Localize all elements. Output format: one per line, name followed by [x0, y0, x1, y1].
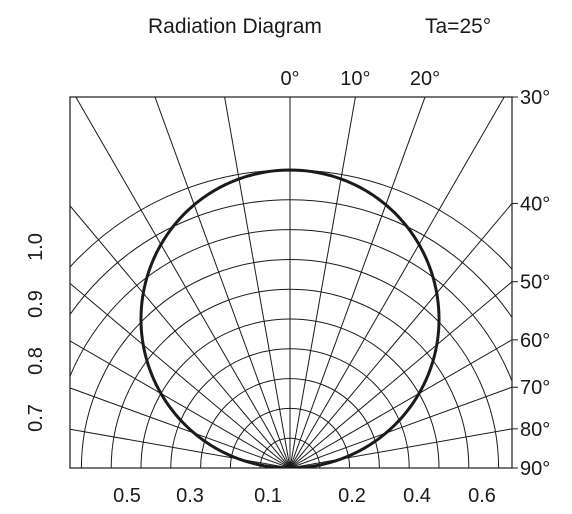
arc-5	[140, 318, 440, 468]
radial-line-10	[289, 97, 356, 468]
arc-1	[259, 437, 321, 468]
right-angle-label: 80°	[520, 419, 550, 441]
bottom-scale-label: 0.4	[403, 485, 431, 507]
right-angle-label: 90°	[520, 458, 550, 480]
radial-line-30	[289, 97, 505, 468]
plot-frame	[69, 96, 513, 469]
right-angle-label: 70°	[520, 377, 550, 399]
arc-7	[80, 258, 500, 468]
radial-line-40	[289, 202, 512, 468]
arc-3	[200, 378, 380, 468]
left-intensity-label: 0.9	[25, 290, 47, 318]
chart-title: Radiation Diagram	[148, 15, 322, 38]
top-angle-label: 20°	[410, 68, 440, 90]
top-angle-label: 10°	[340, 68, 370, 90]
left-intensity-label: 1.0	[25, 233, 47, 261]
radial-line-20	[289, 97, 426, 468]
radial-line-minus50	[70, 282, 291, 468]
right-angle-label: 40°	[520, 193, 550, 215]
bottom-scale-label: 0.5	[113, 485, 141, 507]
radial-line-70	[289, 386, 512, 468]
left-intensity-ticks: 0.7 0.8 0.9 1.0	[25, 233, 47, 432]
radial-line-60	[289, 339, 512, 468]
bottom-scale-ticks: 0.5 0.3 0.1 0.2 0.4 0.6	[113, 485, 496, 507]
bottom-scale-label: 0.3	[176, 485, 204, 507]
radial-line-50	[289, 281, 512, 468]
right-angle-label: 60°	[520, 330, 550, 352]
radial-grid-lines	[70, 97, 512, 468]
arc-9	[70, 199, 512, 319]
radial-line-minus20	[154, 97, 291, 468]
radial-line-minus70	[70, 387, 291, 468]
radial-line-minus10	[224, 97, 291, 468]
radial-line-minus40	[70, 205, 291, 468]
radial-line-minus30	[75, 97, 291, 468]
bottom-scale-label: 0.6	[468, 485, 496, 507]
radial-line-minus80	[70, 428, 291, 468]
bottom-scale-label: 0.2	[338, 485, 366, 507]
left-intensity-label: 0.7	[25, 404, 47, 432]
arc-6	[110, 288, 470, 468]
arc-4	[170, 348, 410, 468]
top-angle-ticks: 0° 10° 20°	[280, 68, 440, 90]
right-angle-label: 50°	[520, 272, 550, 294]
bottom-scale-label: 0.1	[254, 485, 282, 507]
chart-subtitle: Ta=25°	[425, 15, 491, 38]
radiation-pattern-layer	[139, 168, 441, 468]
arc-8	[70, 229, 512, 383]
right-angle-label: 30°	[520, 87, 550, 109]
right-angle-ticks: 30° 40° 50° 60° 70° 80° 90°	[512, 87, 550, 480]
radial-line-80	[289, 428, 512, 468]
left-intensity-label: 0.8	[25, 347, 47, 375]
radiation-pattern-curve	[139, 168, 441, 468]
radial-line-minus60	[70, 340, 291, 468]
arc-2	[229, 407, 351, 468]
arc-grid-lines	[70, 169, 512, 468]
top-angle-label: 0°	[280, 68, 299, 90]
